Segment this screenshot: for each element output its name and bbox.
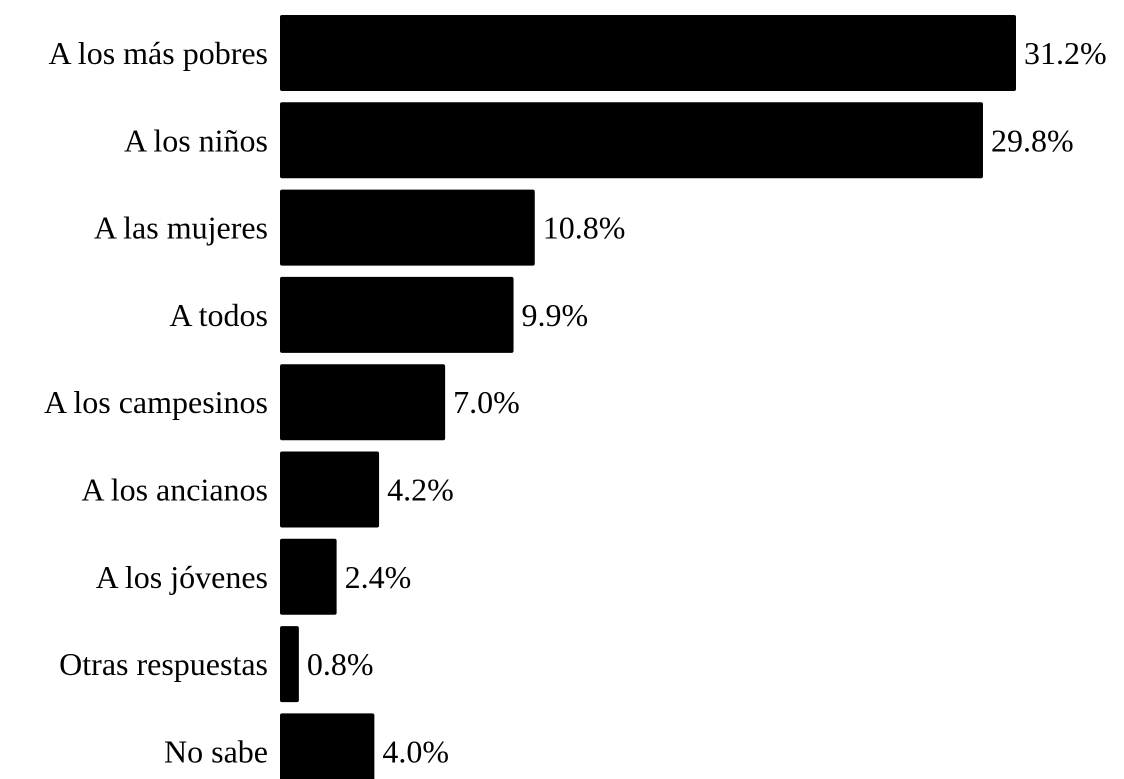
- bar: [280, 102, 983, 179]
- value-label: 4.2%: [387, 472, 454, 508]
- bar: [280, 189, 535, 266]
- bar: [280, 626, 299, 703]
- category-label: A los ancianos: [81, 472, 268, 508]
- category-label: A todos: [169, 297, 268, 333]
- value-label: 29.8%: [991, 122, 1074, 158]
- category-label: A las mujeres: [94, 210, 268, 246]
- labels-layer: A los más pobres 31.2% A los niños 29.8% A l…: [44, 35, 1107, 769]
- value-label: 9.9%: [522, 297, 589, 333]
- category-label: Otras respuestas: [59, 646, 268, 682]
- bars-layer: [280, 15, 1016, 779]
- bar: [280, 15, 1016, 91]
- category-label: A los más pobres: [48, 35, 268, 71]
- value-label: 0.8%: [307, 646, 374, 682]
- value-label: 7.0%: [453, 384, 520, 420]
- value-label: 4.0%: [382, 733, 449, 769]
- category-label: A los jóvenes: [96, 559, 268, 595]
- bar: [280, 364, 446, 441]
- category-label: A los campesinos: [44, 384, 268, 420]
- category-label: A los niños: [124, 122, 268, 158]
- value-label: 31.2%: [1024, 35, 1107, 71]
- bar: [280, 276, 514, 353]
- category-label: No sabe: [164, 733, 268, 769]
- value-label: 10.8%: [543, 210, 626, 246]
- value-label: 2.4%: [345, 559, 412, 595]
- bar: [280, 451, 380, 528]
- bar: [280, 538, 337, 615]
- bar: [280, 713, 375, 779]
